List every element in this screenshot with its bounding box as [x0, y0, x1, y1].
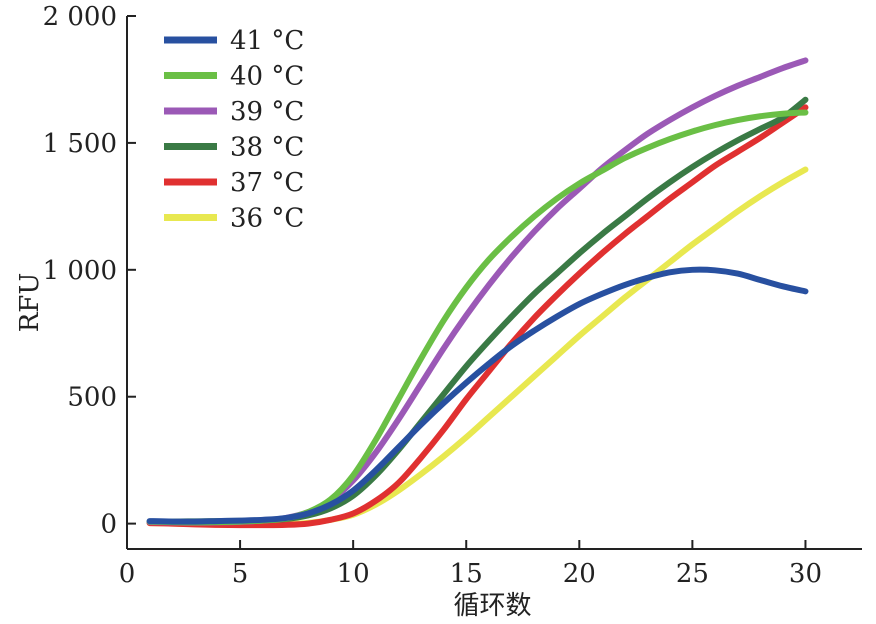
y-tick-label: 1 000 [43, 256, 117, 286]
y-tick-label: 0 [100, 510, 117, 540]
x-tick-label: 5 [232, 559, 249, 589]
y-tick-label: 500 [67, 383, 117, 413]
legend-label: 39 °C [230, 97, 304, 127]
x-tick-label: 30 [789, 559, 822, 589]
series-line [146, 96, 809, 525]
y-tick-label: 2 000 [43, 2, 117, 32]
y-tick-label: 1 500 [43, 129, 117, 159]
legend-label: 37 °C [230, 168, 304, 198]
series-line [146, 266, 809, 525]
x-tick-label: 20 [563, 559, 596, 589]
legend: 41 °C 40 °C 39 °C 38 °C 37 °C 36 °C [164, 26, 304, 234]
axes [126, 16, 862, 550]
x-tick-label: 10 [337, 559, 370, 589]
legend-label: 40 °C [230, 62, 304, 92]
series-line [146, 104, 809, 529]
x-tick-label: 0 [119, 559, 136, 589]
series-group [146, 57, 809, 529]
x-tick-label: 15 [450, 559, 483, 589]
y-axis-label: RFU [15, 273, 45, 333]
x-axis-label: 循环数 [453, 591, 531, 621]
legend-label: 41 °C [230, 26, 304, 56]
x-tick-label: 25 [676, 559, 709, 589]
tick-group: 0 500 1 000 1 500 2 000 0 5 10 15 20 25 30 [43, 2, 822, 589]
legend-label: 36 °C [230, 204, 304, 234]
legend-label: 38 °C [230, 133, 304, 163]
